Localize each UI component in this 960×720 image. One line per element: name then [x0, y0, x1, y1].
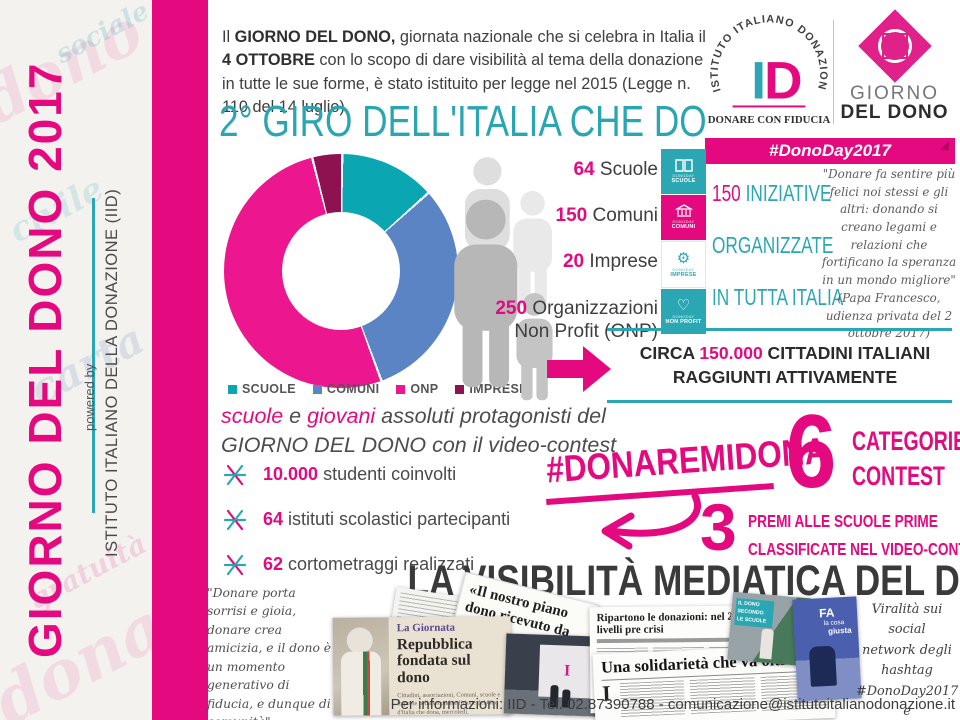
badge-imprese: ⚙ DONODAY IMPRESE	[661, 241, 706, 288]
powered-by-label: powered by	[82, 363, 97, 432]
three-prizes-number: 3	[700, 490, 737, 564]
person-silhouette	[759, 628, 774, 660]
legend-item-comuni: COMUNI	[312, 382, 380, 396]
quote-text: "Donare fa sentire più felici noi stessi…	[821, 167, 957, 288]
legend-swatch	[228, 384, 237, 394]
legend-swatch	[312, 384, 322, 394]
logo-tagline: DONARE CON FIDUCIA	[708, 114, 831, 126]
clipping-kicker: La Giornata	[396, 621, 456, 635]
clipping-headline: Repubblica fondata sul dono	[396, 635, 473, 686]
logo-box: ISTITUTO ITALIANO DONAZIONE I D DONARE C…	[701, 0, 955, 136]
bullet-istituti: 64 istituti scolastici partecipanti	[222, 497, 510, 542]
brand-line2: DEL DONO	[840, 102, 949, 123]
left-watermark-strip: dono sociale civile carta gratuità dona	[0, 0, 177, 720]
teal-divider-top	[607, 328, 952, 331]
quote-attribution: (Papa Francesco, udienza privata del 2 o…	[825, 290, 953, 341]
poster-title-vertical: GIORNO DEL DONO 2017	[19, 61, 71, 659]
donoday-hashtag-banner: #DonoDay2017	[705, 138, 955, 164]
logo-letter-i: I	[751, 52, 766, 111]
video-contest-stats: 10.000 studenti coinvolti 64 istituti sc…	[222, 452, 510, 587]
quote-text: "Donare porta sorrisi e gioia, donare cr…	[207, 586, 332, 720]
badge-comuni: DONODAY COMUNI	[661, 195, 706, 240]
chart-legend: SCUOLE COMUNI ONP IMPRESE	[228, 382, 528, 396]
six-categories-number: 6	[785, 394, 837, 510]
stat-onp: 250 Organizzazioni Non Profit (ONP)	[495, 297, 658, 342]
organization-name-vertical: ISTITUTO ITALIANO DELLA DONAZIONE (IID)	[103, 188, 121, 557]
gears-icon: ⚙	[676, 249, 691, 267]
tv-caption: IL DONO SECONDO LE SCUOLE	[734, 598, 775, 629]
curved-arrow-icon	[601, 494, 701, 550]
sidebar-divider-line	[92, 198, 95, 513]
person-silhouette	[808, 645, 837, 687]
asterisk-icon	[223, 509, 247, 530]
reach-statement: CIRCA 150.000 CITTADINI ITALIANI RAGGIUN…	[639, 343, 931, 387]
donoday-badges: DONODAY SCUOLE DONODAY COMUNI ⚙ DONODAY IMP…	[661, 149, 706, 334]
diamond-icon	[857, 9, 932, 83]
giorno-del-dono-logo: GIORNO DEL DONO	[834, 8, 955, 136]
teal-divider-bottom	[607, 400, 952, 403]
bank-icon	[674, 204, 693, 217]
participation-stats: 64 Scuole 150 Comuni 20 Imprese 250 Orga…	[494, 158, 658, 366]
heart-icon: ♡	[676, 296, 691, 314]
badge-scuole: DONODAY SCUOLE	[661, 149, 706, 194]
legend-swatch	[455, 384, 465, 394]
iniziative-block: 150 INIZIATIVE ORGANIZZATE IN TUTTA ITAL…	[712, 180, 844, 310]
magenta-side-bar	[152, 0, 208, 720]
bullet-studenti: 10.000 studenti coinvolti	[222, 452, 510, 497]
prizes-label: PREMI ALLE SCUOLE PRIME CLASSIFICATE NEL…	[748, 511, 960, 560]
stat-comuni: 150 Comuni	[555, 205, 658, 227]
section-title-giro: 2° GIRO DELL'ITALIA CHE DONA	[219, 97, 756, 146]
iid-logo-graphic: ISTITUTO ITALIANO DONAZIONE I D DONARE C…	[701, 0, 831, 126]
protagonisti-statement: scuole e giovani assoluti protagonisti d…	[221, 404, 617, 458]
logo-divider	[833, 20, 834, 124]
brand-line1: GIORNO	[849, 83, 940, 104]
tv-screenshot-fa-la-cosa-giusta: FA la cosa giusta	[792, 596, 862, 702]
contact-footer: Per informazioni: IID - Tel. 02.87390788…	[390, 696, 955, 713]
intro-paragraph: Il GIORNO DEL DONO, giornata nazionale c…	[222, 28, 706, 116]
legend-item-scuole: SCUOLE	[228, 382, 296, 396]
legend-item-imprese: IMPRESE	[455, 382, 527, 396]
legend-swatch	[396, 384, 406, 394]
stat-scuole: 64 Scuole	[573, 159, 658, 180]
donut-chart	[224, 154, 458, 388]
right-arrow-icon	[547, 346, 611, 392]
categories-contest-label: CATEGORIE CONTEST	[852, 426, 960, 491]
papa-francesco-quote: "Donare fa sentire più felici noi stessi…	[820, 166, 958, 343]
social-virality-note: Viralità sui social network degli hashtag …	[856, 602, 959, 720]
iid-logo: ISTITUTO ITALIANO DONAZIONE I D DONARE C…	[701, 0, 833, 136]
bullet-cortometraggi: 62 cortometraggi realizzati	[222, 542, 510, 587]
asterisk-icon	[223, 464, 247, 485]
book-icon	[674, 159, 693, 172]
mattarella-quote: "Donare porta sorrisi e gioia, donare cr…	[207, 584, 335, 720]
asterisk-icon	[223, 554, 247, 575]
legend-item-onp: ONP	[396, 382, 438, 396]
logo-letter-d: D	[764, 52, 802, 111]
badge-nonprofit: ♡ DONODAY NON PROFIT	[661, 289, 706, 334]
stat-imprese: 20 Imprese	[562, 251, 658, 273]
